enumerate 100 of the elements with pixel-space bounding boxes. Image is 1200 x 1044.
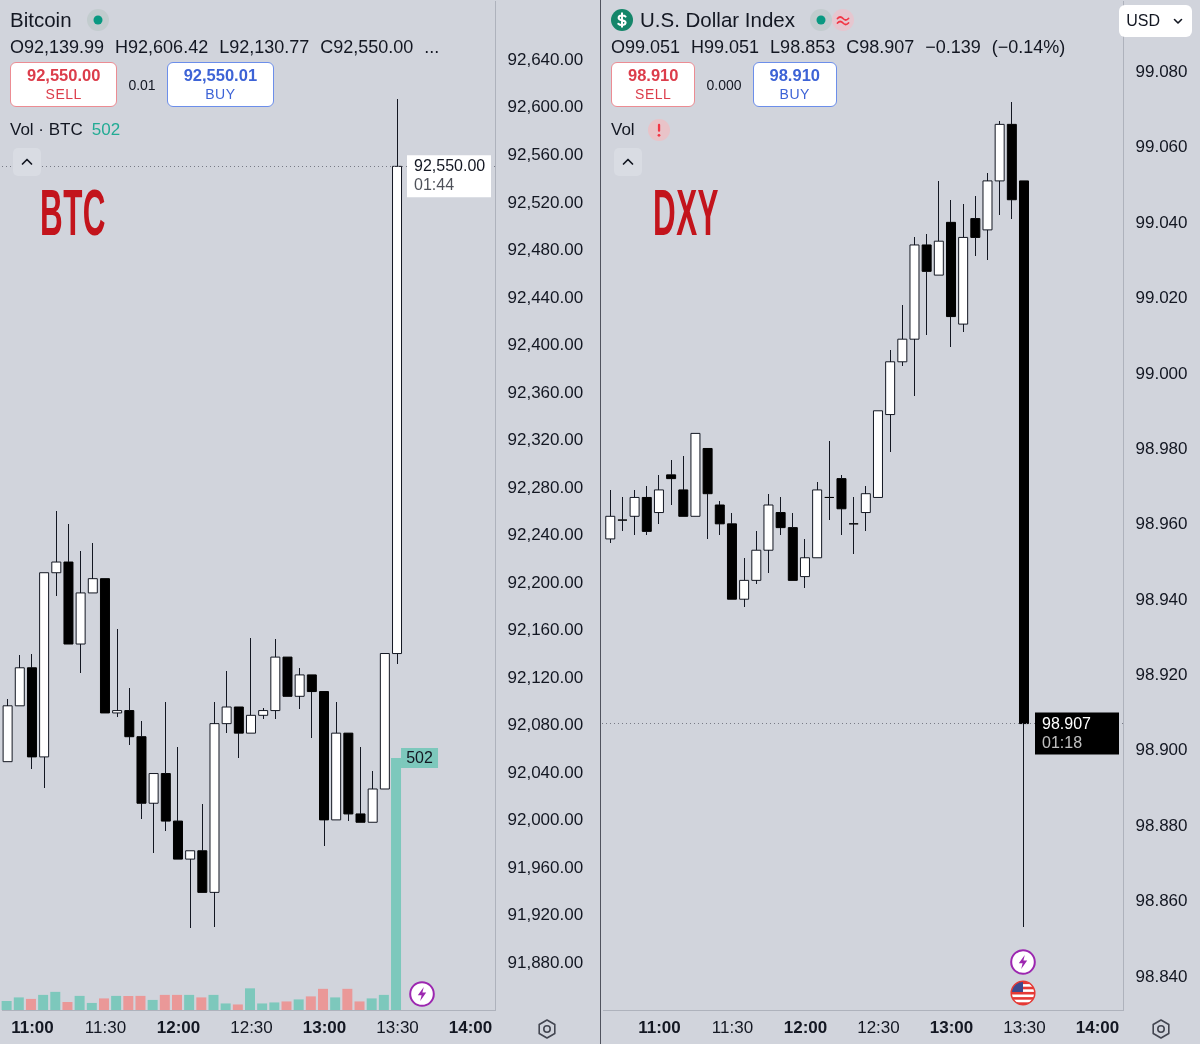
x-tick-label: 13:30 — [1003, 1017, 1046, 1037]
candlestick — [282, 656, 293, 697]
bar — [281, 1001, 292, 1010]
candlestick — [233, 706, 244, 759]
y-axis-title: USD — [1126, 12, 1160, 30]
candlestick — [678, 455, 689, 517]
y-tick-label: 92,120.00 — [507, 667, 584, 687]
candlestick — [160, 701, 171, 832]
text: O99.051 H99.051 L98.853 C98.907 −0.139 (−0.14%) — [611, 37, 1066, 58]
y-tick-label: 91,880.00 — [507, 952, 584, 972]
bar — [330, 997, 341, 1010]
annotation: 92,550.01 — [183, 66, 258, 85]
candlestick — [872, 410, 883, 498]
y-tick-label: 92,320.00 — [507, 430, 584, 450]
x-tick-label: 13:00 — [302, 1017, 347, 1037]
y-tick-label: 92,080.00 — [507, 715, 584, 735]
annotation: BTC — [40, 177, 106, 249]
candlestick — [306, 674, 317, 739]
candlestick — [933, 180, 944, 276]
candlestick — [860, 485, 871, 532]
candlestick — [331, 701, 342, 821]
y-tick-label: 99.000 — [1135, 363, 1188, 383]
chart-title: U.S. Dollar Index — [640, 8, 795, 32]
candlestick — [112, 628, 123, 718]
y-tick-label: 91,920.00 — [507, 905, 584, 925]
y-tick-label: 92,040.00 — [507, 762, 584, 782]
bar — [171, 994, 182, 1010]
bar — [196, 997, 207, 1010]
candlestick — [87, 542, 98, 594]
candlestick — [124, 687, 135, 746]
x-tick-label: 12:00 — [156, 1017, 201, 1037]
candlestick — [392, 98, 403, 665]
candlestick — [714, 500, 725, 536]
x-tick-label: 11:00 — [11, 1017, 54, 1037]
y-tick-label: 91,960.00 — [507, 857, 584, 877]
bar — [159, 994, 170, 1010]
y-tick-label: 99.080 — [1135, 62, 1188, 82]
candlestick — [26, 653, 37, 770]
candlestick — [751, 530, 762, 585]
bar — [366, 998, 377, 1010]
bar — [232, 1004, 243, 1010]
bar — [208, 994, 219, 1010]
x-tick-label: 13:30 — [376, 1017, 419, 1037]
x-tick-label: 11:30 — [711, 1017, 754, 1037]
annotation: SELL — [44, 85, 83, 104]
candlestick — [367, 770, 378, 823]
bar — [293, 999, 304, 1010]
bar — [38, 994, 49, 1010]
candlestick — [185, 850, 196, 929]
y-tick-label: 98.860 — [1135, 891, 1188, 911]
candlestick — [836, 474, 847, 536]
chart-title: Bitcoin — [10, 8, 72, 32]
bar — [257, 1003, 268, 1010]
candlestick — [812, 481, 823, 559]
ref-line-label: 92,550.00 — [414, 157, 486, 175]
candlestick — [294, 667, 305, 710]
bar — [269, 1002, 280, 1010]
y-tick-label: 92,400.00 — [507, 335, 584, 355]
candlestick — [355, 746, 366, 823]
candlestick — [197, 803, 208, 893]
bar — [98, 998, 109, 1010]
bar — [220, 1003, 231, 1010]
candlestick — [605, 489, 616, 544]
x-tick-label: 13:00 — [929, 1017, 974, 1037]
candlestick — [2, 698, 13, 763]
candlestick — [799, 538, 810, 589]
x-tick-label: 14:00 — [1075, 1017, 1120, 1037]
y-tick-label: 98.940 — [1135, 589, 1188, 609]
y-tick-label: 92,360.00 — [507, 382, 584, 402]
bar — [184, 994, 195, 1010]
candlestick — [245, 637, 256, 734]
candlestick — [690, 432, 701, 517]
candlestick — [270, 638, 281, 720]
annotation: 98.910 — [769, 66, 820, 85]
dropdown: USD — [1119, 5, 1192, 37]
annotation: 502 — [406, 749, 433, 766]
y-tick-label: 98.920 — [1135, 665, 1188, 685]
sell-button: 98.910 SELL — [611, 62, 696, 107]
annotation: 0.01 — [128, 76, 156, 93]
annotation: 0.000 — [706, 76, 742, 93]
bar — [123, 995, 134, 1010]
annotation: SELL — [634, 85, 673, 104]
y-tick-label: 98.840 — [1135, 966, 1188, 986]
annotation: 01:44 — [414, 176, 455, 194]
y-tick-label: 92,480.00 — [507, 240, 584, 260]
sell-button: 92,550.00 SELL — [10, 62, 118, 107]
y-tick-label: 92,520.00 — [507, 192, 584, 212]
x-tick-label: 11:00 — [638, 1017, 681, 1037]
candlestick — [909, 236, 920, 397]
candlestick — [172, 746, 183, 860]
bar — [147, 999, 158, 1010]
candlestick — [148, 773, 159, 854]
bar — [25, 998, 36, 1010]
annotation: BUY — [204, 85, 237, 104]
candlestick — [958, 203, 969, 333]
candlestick — [970, 195, 981, 257]
candlestick — [379, 653, 390, 790]
y-tick-label: 92,640.00 — [507, 49, 584, 69]
y-tick-label: 92,440.00 — [507, 287, 584, 307]
y-tick-label: 99.060 — [1135, 137, 1188, 157]
